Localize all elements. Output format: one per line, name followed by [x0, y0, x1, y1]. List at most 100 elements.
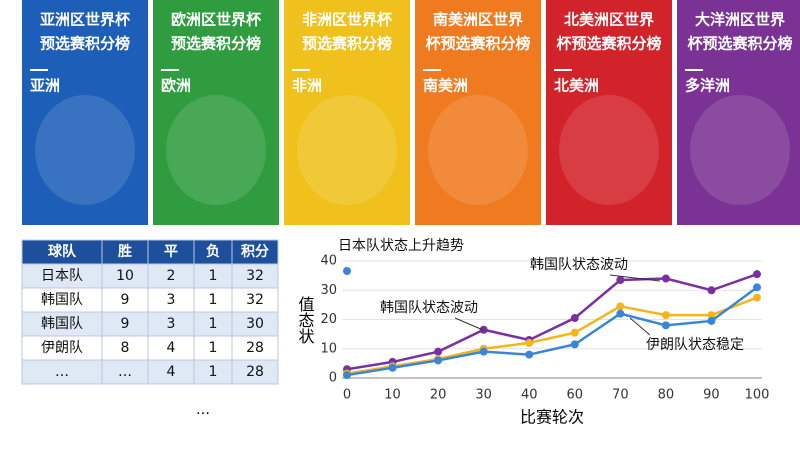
cell-text: 伊朗队: [41, 340, 83, 356]
x-tick-label: 30: [475, 388, 492, 403]
annotation-dot: [343, 267, 351, 275]
cell-text: 3: [167, 292, 176, 308]
y-tick-label: 20: [320, 312, 337, 327]
x-tick-label: 60: [567, 388, 584, 403]
cell-text: 1: [209, 292, 218, 308]
point: [479, 325, 488, 334]
panel-title: 预选赛积分榜: [171, 35, 261, 53]
more-text: …: [196, 402, 210, 418]
cell-text: 1: [209, 268, 218, 284]
cell-text: 32: [246, 268, 264, 284]
x-tick-label: 10: [384, 388, 401, 403]
y-tick-label: 10: [320, 341, 337, 356]
annotation-arrow: [609, 274, 661, 282]
panel-title: 北美洲区世界: [564, 11, 654, 29]
cell: [21, 359, 103, 385]
panel-title: 预选赛积分榜: [40, 35, 130, 53]
point: [343, 371, 351, 380]
cell: [231, 359, 279, 385]
cell-text: 3: [167, 316, 176, 332]
cell: [147, 359, 195, 385]
x-tick-label: 0: [343, 388, 351, 403]
panel-title: 杯预选赛积分榜: [425, 35, 530, 53]
cell: [101, 287, 149, 313]
point: [616, 302, 625, 311]
panel: [546, 0, 672, 225]
point: [434, 347, 443, 356]
header-cell: [231, 239, 279, 265]
annotation-arrow: [454, 317, 484, 331]
point: [570, 340, 579, 349]
point: [616, 309, 625, 318]
panel: [22, 0, 148, 225]
cell: [193, 263, 233, 289]
x-tick-label: 40: [521, 388, 538, 403]
map-shape: [35, 95, 135, 205]
map-shape: [690, 95, 790, 205]
series-line: [346, 296, 758, 375]
cell-text: 4: [167, 340, 176, 356]
header-text: 平: [164, 244, 178, 260]
annotation: 伊朗队状态稳定: [646, 337, 744, 353]
panel-subtitle: 多洋洲: [685, 77, 730, 95]
cell: [231, 311, 279, 337]
annotation: 韩国队状态波动: [380, 300, 478, 316]
cell: [193, 311, 233, 337]
map-shape: [166, 95, 266, 205]
point: [434, 356, 443, 365]
point: [525, 338, 534, 347]
panel-subtitle: 非洲: [292, 77, 322, 95]
panel-title: 欧洲区世界杯: [171, 11, 262, 29]
cell: [193, 287, 233, 313]
panel-title: 杯预选赛积分榜: [556, 35, 661, 53]
point: [388, 363, 397, 372]
panel-title: 杯预选赛积分榜: [687, 35, 792, 53]
y-tick-label: 30: [320, 283, 337, 298]
cell-text: 4: [167, 364, 176, 380]
point: [479, 347, 488, 356]
cell: [193, 359, 233, 385]
cell-text: 32: [246, 292, 264, 308]
point: [753, 270, 761, 279]
header-text: 积分: [241, 243, 269, 260]
point: [570, 314, 579, 323]
cell: [231, 263, 279, 289]
header-cell: [101, 239, 149, 265]
cell: [147, 287, 195, 313]
point: [570, 328, 579, 337]
point: [753, 293, 761, 302]
header-text: 胜: [118, 244, 132, 260]
cell-text: 韩国队: [41, 292, 83, 308]
point: [661, 311, 670, 320]
cell-text: …: [55, 364, 69, 380]
panel-title: 南美洲区世界: [433, 11, 523, 29]
panel-subtitle: 欧洲: [161, 77, 191, 95]
annotation: 韩国队状态波动: [530, 257, 628, 273]
map-shape: [297, 95, 397, 205]
cell-text: 9: [121, 292, 130, 308]
cell-text: 9: [121, 316, 130, 332]
series-line: [346, 272, 758, 371]
map-shape: [428, 95, 528, 205]
panel: [284, 0, 410, 225]
panel-title: 亚洲区世界杯: [40, 11, 131, 29]
point: [707, 316, 716, 325]
x-tick-label: 20: [430, 388, 447, 403]
point: [753, 283, 761, 292]
y-tick-label: 40: [320, 254, 337, 269]
header-cell: [21, 239, 103, 265]
panel-title: 大洋洲区世界: [695, 11, 785, 29]
point: [707, 286, 716, 295]
cell-text: 2: [167, 268, 176, 284]
x-axis-label: 比赛轮次: [520, 408, 584, 427]
cell-text: 1: [209, 316, 218, 332]
cell-text: 韩国队: [41, 316, 83, 332]
y-axis-label: 值态状: [296, 296, 315, 344]
cell: [193, 335, 233, 361]
series-line: [346, 286, 758, 377]
cell: [21, 263, 103, 289]
annotation-arrow: [629, 317, 651, 336]
point: [707, 311, 716, 320]
cell: [21, 335, 103, 361]
annotation: 日本队状态上升趋势: [338, 238, 464, 254]
